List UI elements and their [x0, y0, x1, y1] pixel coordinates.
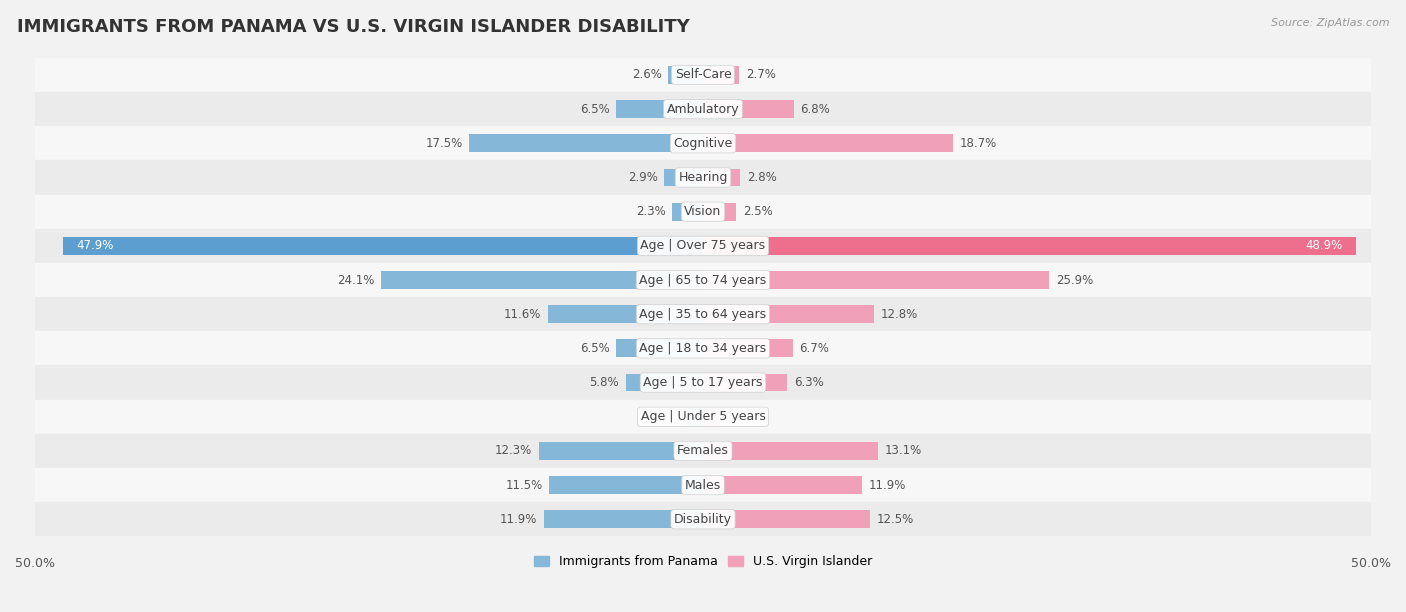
Bar	[703, 510, 870, 528]
Bar	[703, 476, 862, 494]
Text: Vision: Vision	[685, 205, 721, 218]
Bar	[35, 263, 1371, 297]
Text: 12.8%: 12.8%	[880, 308, 918, 321]
Bar	[35, 58, 1371, 92]
Bar	[616, 100, 703, 118]
Bar	[548, 305, 703, 323]
Text: 12.5%: 12.5%	[877, 513, 914, 526]
Text: 6.3%: 6.3%	[794, 376, 824, 389]
Text: 2.3%: 2.3%	[636, 205, 665, 218]
Text: Self-Care: Self-Care	[675, 69, 731, 81]
Text: 2.5%: 2.5%	[744, 205, 773, 218]
Text: Age | 18 to 34 years: Age | 18 to 34 years	[640, 342, 766, 355]
Text: 6.7%: 6.7%	[799, 342, 830, 355]
Bar	[35, 92, 1371, 126]
Text: 11.9%: 11.9%	[501, 513, 537, 526]
Text: 12.3%: 12.3%	[495, 444, 531, 457]
Bar	[35, 400, 1371, 434]
Bar	[703, 237, 1357, 255]
Bar	[35, 229, 1371, 263]
Bar	[35, 331, 1371, 365]
Text: 6.8%: 6.8%	[800, 103, 831, 116]
Bar	[703, 271, 1049, 289]
Text: Age | Under 5 years: Age | Under 5 years	[641, 410, 765, 424]
Bar	[703, 168, 741, 187]
Text: 1.2%: 1.2%	[651, 410, 681, 424]
Text: 11.5%: 11.5%	[505, 479, 543, 491]
Bar	[538, 442, 703, 460]
Bar	[470, 135, 703, 152]
Bar	[703, 66, 740, 84]
Text: 47.9%: 47.9%	[76, 239, 114, 252]
Text: 24.1%: 24.1%	[337, 274, 374, 286]
Bar	[703, 442, 877, 460]
Bar	[703, 203, 737, 220]
Bar	[35, 468, 1371, 502]
Bar	[668, 66, 703, 84]
Text: 2.6%: 2.6%	[631, 69, 662, 81]
Text: Ambulatory: Ambulatory	[666, 103, 740, 116]
Bar	[381, 271, 703, 289]
Text: 25.9%: 25.9%	[1056, 274, 1092, 286]
Text: 17.5%: 17.5%	[425, 137, 463, 150]
Text: Cognitive: Cognitive	[673, 137, 733, 150]
Text: 50.0%: 50.0%	[15, 557, 55, 570]
Text: Females: Females	[678, 444, 728, 457]
Bar	[703, 305, 875, 323]
Bar	[703, 340, 793, 357]
Bar	[63, 237, 703, 255]
Bar	[35, 365, 1371, 400]
Text: 5.8%: 5.8%	[589, 376, 619, 389]
Text: 2.7%: 2.7%	[745, 69, 776, 81]
Bar	[672, 203, 703, 220]
Bar	[544, 510, 703, 528]
Bar	[35, 297, 1371, 331]
Bar	[703, 374, 787, 392]
Text: 2.9%: 2.9%	[627, 171, 658, 184]
Bar	[616, 340, 703, 357]
Text: Source: ZipAtlas.com: Source: ZipAtlas.com	[1271, 18, 1389, 28]
Text: Disability: Disability	[673, 513, 733, 526]
Text: Age | Over 75 years: Age | Over 75 years	[641, 239, 765, 252]
Bar	[550, 476, 703, 494]
Legend: Immigrants from Panama, U.S. Virgin Islander: Immigrants from Panama, U.S. Virgin Isla…	[529, 550, 877, 573]
Text: 50.0%: 50.0%	[1351, 557, 1391, 570]
Text: Age | 35 to 64 years: Age | 35 to 64 years	[640, 308, 766, 321]
Text: 13.1%: 13.1%	[884, 444, 922, 457]
Bar	[35, 502, 1371, 536]
Text: Age | 5 to 17 years: Age | 5 to 17 years	[644, 376, 762, 389]
Text: Age | 65 to 74 years: Age | 65 to 74 years	[640, 274, 766, 286]
Text: 48.9%: 48.9%	[1306, 239, 1343, 252]
Text: 6.5%: 6.5%	[579, 342, 609, 355]
Bar	[35, 126, 1371, 160]
Bar	[703, 100, 794, 118]
Text: IMMIGRANTS FROM PANAMA VS U.S. VIRGIN ISLANDER DISABILITY: IMMIGRANTS FROM PANAMA VS U.S. VIRGIN IS…	[17, 18, 689, 36]
Bar	[688, 408, 703, 425]
Bar	[35, 195, 1371, 229]
Text: 1.3%: 1.3%	[727, 410, 756, 424]
Text: 11.6%: 11.6%	[503, 308, 541, 321]
Text: 11.9%: 11.9%	[869, 479, 905, 491]
Text: 18.7%: 18.7%	[959, 137, 997, 150]
Bar	[35, 160, 1371, 195]
Bar	[703, 135, 953, 152]
Text: 6.5%: 6.5%	[579, 103, 609, 116]
Bar	[703, 408, 720, 425]
Text: Males: Males	[685, 479, 721, 491]
Bar	[626, 374, 703, 392]
Bar	[35, 434, 1371, 468]
Text: 2.8%: 2.8%	[747, 171, 778, 184]
Bar	[664, 168, 703, 187]
Text: Hearing: Hearing	[678, 171, 728, 184]
